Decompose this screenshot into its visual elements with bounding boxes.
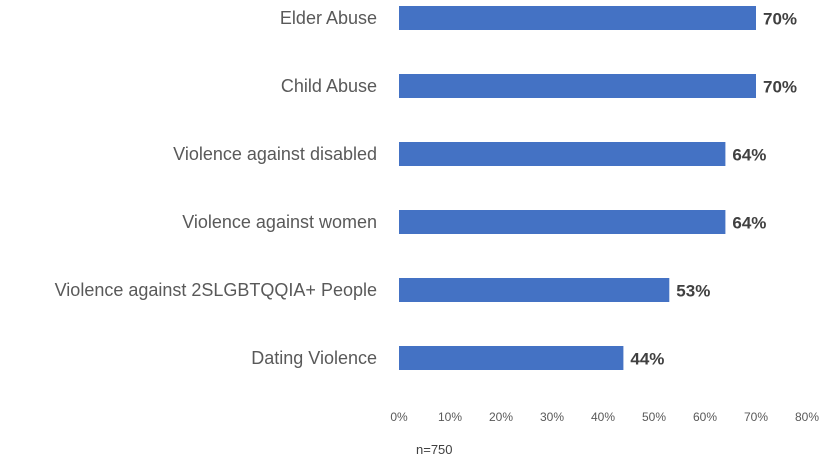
x-tick-label: 30% — [540, 410, 564, 424]
bars-group — [399, 6, 756, 370]
x-axis-tick-labels: 0% 10% 20% 30% 40% 50% 60% 70% 80% — [390, 410, 819, 424]
x-tick-label: 80% — [795, 410, 819, 424]
bar — [399, 74, 756, 98]
data-label: 70% — [763, 10, 797, 29]
bar — [399, 6, 756, 30]
bar — [399, 142, 726, 166]
category-labels: Elder Abuse Child Abuse Violence against d… — [55, 8, 377, 368]
category-label: Violence against women — [182, 212, 377, 232]
bar — [399, 278, 670, 302]
category-label: Elder Abuse — [280, 8, 377, 28]
data-label: 53% — [676, 282, 710, 301]
bar — [399, 210, 726, 234]
x-tick-label: 50% — [642, 410, 666, 424]
data-label: 64% — [732, 146, 766, 165]
x-tick-label: 20% — [489, 410, 513, 424]
x-tick-label: 40% — [591, 410, 615, 424]
x-tick-label: 70% — [744, 410, 768, 424]
value-labels: 70% 70% 64% 64% 53% 44% — [630, 10, 797, 369]
sample-size-note: n=750 — [416, 442, 453, 457]
category-label: Child Abuse — [281, 76, 377, 96]
data-label: 70% — [763, 78, 797, 97]
category-label: Violence against disabled — [173, 144, 377, 164]
x-tick-label: 0% — [390, 410, 408, 424]
category-label: Violence against 2SLGBTQQIA+ People — [55, 280, 377, 300]
bar — [399, 346, 624, 370]
data-label: 44% — [630, 350, 664, 369]
category-label: Dating Violence — [251, 348, 377, 368]
x-tick-label: 10% — [438, 410, 462, 424]
data-label: 64% — [732, 214, 766, 233]
x-tick-label: 60% — [693, 410, 717, 424]
